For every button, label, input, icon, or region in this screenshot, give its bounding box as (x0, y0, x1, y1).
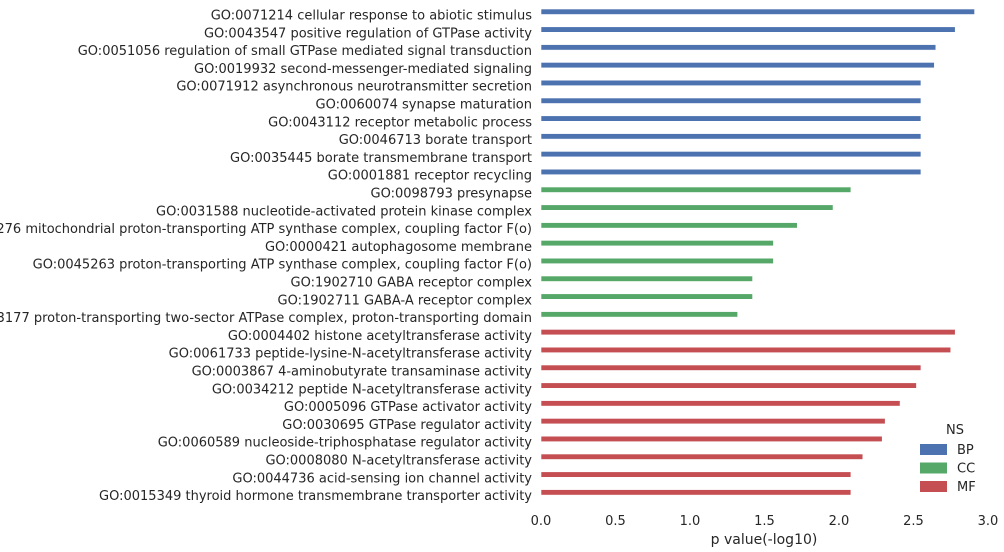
category-label: GO:0003867 4-aminobutyrate transaminase … (192, 365, 533, 380)
bar-cc (540, 311, 738, 318)
bar-bp (540, 62, 935, 69)
bar-mf (540, 329, 956, 336)
category-label: GO:0051056 regulation of small GTPase me… (78, 44, 532, 59)
legend: NS BP CC MF (920, 423, 976, 495)
x-tick-labels: 0.0 0.5 1.0 1.5 2.0 2.5 3.0 (531, 514, 999, 529)
bar-mf (540, 418, 886, 425)
category-label: GO:0030695 GTPase regulator activity (282, 418, 532, 433)
x-tick-label: 3.0 (978, 514, 999, 529)
legend-swatch-mf (920, 481, 947, 492)
category-label: GO:0061733 peptide-lysine-N-acetyltransf… (169, 347, 533, 362)
bar-bp (540, 168, 922, 175)
bar-cc (540, 257, 774, 265)
x-tick-label: 2.0 (829, 514, 850, 529)
category-label: GO:0044736 acid-sensing ion channel acti… (232, 471, 532, 486)
bar-cc (540, 204, 834, 211)
bar-mf (540, 489, 852, 496)
category-label: GO:0005096 GTPase activator activity (284, 400, 532, 415)
x-tick-label: 0.0 (531, 514, 552, 529)
category-label: GO:0045263 proton-transporting ATP synth… (33, 258, 532, 273)
bar-mf (540, 382, 917, 389)
category-labels: GO:0071214 cellular response to abiotic … (0, 9, 532, 505)
category-label: GO:0060589 nucleoside-triphosphatase reg… (158, 436, 533, 451)
x-axis-title: p value(-log10) (711, 532, 818, 548)
bar-cc (540, 222, 798, 229)
legend-title: NS (946, 423, 964, 438)
category-label: GO:0001881 receptor recycling (328, 169, 532, 184)
category-label: GO:0060074 synapse maturation (316, 98, 533, 113)
category-label: GO:0098793 presynapse (371, 187, 533, 202)
bar-bp (540, 133, 922, 140)
legend-swatch-bp (920, 444, 947, 455)
category-label: GO:0008080 N-acetyltransferase activity (265, 454, 532, 469)
category-label: GO:0071214 cellular response to abiotic … (211, 9, 533, 24)
category-label: GO:0034212 peptide N-acetyltransferase a… (212, 382, 532, 397)
bar-bp (540, 44, 937, 51)
category-label: GO:0000421 autophagosome membrane (265, 240, 532, 255)
legend-label-bp: BP (957, 443, 974, 458)
category-label: GO:1902711 GABA-A receptor complex (278, 293, 533, 308)
category-label: GO:0004402 histone acetyltransferase act… (228, 329, 532, 344)
category-label: GO:0043547 positive regulation of GTPase… (204, 26, 532, 41)
legend-swatch-cc (920, 462, 947, 474)
x-tick-label: 2.5 (903, 514, 924, 529)
category-label: GO:0035445 borate transmembrane transpor… (230, 151, 532, 166)
bars-group (540, 8, 975, 496)
bar-bp (540, 8, 975, 15)
category-label: GO:0000276 mitochondrial proton-transpor… (0, 222, 532, 237)
bar-cc (540, 186, 852, 193)
bar-cc (540, 240, 774, 247)
bar-bp (540, 97, 922, 104)
x-tick-label: 1.0 (680, 514, 701, 529)
category-label: GO:0015349 thyroid hormone transmembrane… (99, 489, 532, 504)
bar-mf (540, 435, 883, 443)
category-label: GO:0033177 proton-transporting two-secto… (0, 311, 532, 326)
legend-label-cc: CC (957, 462, 975, 477)
bar-mf (540, 400, 901, 407)
x-tick-label: 1.5 (754, 514, 775, 529)
bar-cc (540, 293, 753, 300)
category-label: GO:0043112 receptor metabolic process (268, 115, 532, 130)
bar-bp (540, 151, 922, 158)
bar-mf (540, 471, 852, 478)
category-label: GO:0046713 borate transport (339, 133, 532, 148)
category-label: GO:0071912 asynchronous neurotransmitter… (176, 80, 532, 95)
category-label: GO:0019932 second-messenger-mediated sig… (194, 62, 532, 77)
bar-cc (540, 275, 753, 282)
bar-mf (540, 453, 864, 460)
x-tick-label: 0.5 (605, 514, 626, 529)
category-label: GO:1902710 GABA receptor complex (291, 276, 533, 291)
bar-bp (540, 115, 922, 122)
bar-bp (540, 26, 956, 33)
bar-bp (540, 79, 922, 86)
bar-mf (540, 364, 922, 371)
bar-mf (540, 346, 952, 354)
category-label: GO:0031588 nucleotide-activated protein … (156, 204, 532, 219)
legend-label-mf: MF (957, 480, 976, 495)
